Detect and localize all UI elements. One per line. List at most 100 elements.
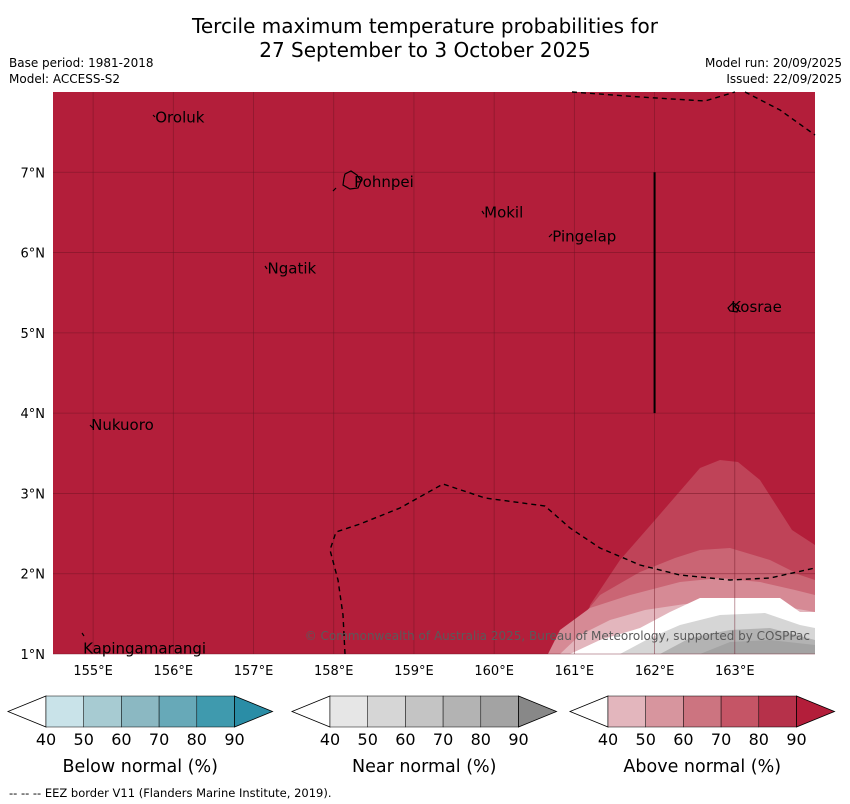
colorbar-low-extend [6, 695, 47, 728]
colorbar-segment [329, 695, 368, 728]
colorbar-title: Below normal (%) [63, 757, 218, 777]
colorbar-tick-label: 80 [749, 730, 769, 749]
lon-tick-label: 163°E [715, 664, 755, 679]
colorbar-tick-label: 90 [786, 730, 806, 749]
colorbar-tick-label: 90 [224, 730, 244, 749]
colorbar-segment [645, 695, 684, 728]
lon-tick-label: 157°E [234, 664, 274, 679]
pohnpei-island-icon [342, 170, 362, 190]
copyright-text: © Commonwealth of Australia 2025, Bureau… [305, 629, 810, 643]
colorbar-tick-label: 80 [187, 730, 207, 749]
lat-tick-label: 5°N [21, 327, 46, 342]
place-label-pingelap: Pingelap [552, 228, 616, 246]
place-label-ngatik: Ngatik [268, 260, 317, 278]
colorbar-low-extend [568, 695, 609, 728]
title-line-2: 27 September to 3 October 2025 [259, 38, 591, 62]
colorbar-tick-label: 60 [673, 730, 693, 749]
lat-tick-label: 4°N [21, 407, 46, 422]
place-label-nukuoro: Nukuoro [91, 416, 154, 434]
colorbar-segment [121, 695, 160, 728]
colorbar-tick-label: 90 [508, 730, 528, 749]
gridlines [53, 92, 815, 655]
probability-bands [548, 460, 815, 654]
lat-tick-label: 6°N [21, 247, 46, 262]
colorbar-segment [720, 695, 760, 728]
colorbar-title: Above normal (%) [623, 757, 781, 777]
colorbar-segment [758, 695, 797, 728]
issued-text: Issued: 22/09/2025 [726, 72, 842, 86]
colorbar-1: 40 50 60 70 80 90 Near normal (%) [290, 695, 558, 777]
lon-tick-label: 156°E [154, 664, 194, 679]
map-title: Tercile maximum temperature probabilitie… [0, 14, 850, 62]
lon-tick-label: 159°E [394, 664, 434, 679]
ant-atoll-icon [332, 187, 337, 192]
colorbar-tick-label: 50 [74, 730, 94, 749]
model-text: Model: ACCESS-S2 [9, 72, 121, 86]
lon-tick-label: 162°E [635, 664, 675, 679]
kosrae-island-icon [727, 302, 740, 313]
lat-tick-label: 2°N [21, 568, 46, 583]
mokil-island-icon [481, 210, 485, 215]
colorbar-tick-label: 40 [598, 730, 618, 749]
island-outlines [81, 114, 740, 637]
place-label-pohnpei: Pohnpei [354, 173, 414, 191]
title-line-1: Tercile maximum temperature probabilitie… [192, 14, 658, 38]
colorbar-tick-label: 80 [471, 730, 491, 749]
lat-tick-label: 3°N [21, 487, 46, 502]
colorbar-segment [607, 695, 646, 728]
nukuoro-island-icon [89, 424, 94, 429]
colorbar-segment [683, 695, 722, 728]
pingelap-island-icon [548, 233, 553, 238]
colorbar-segment [45, 695, 84, 728]
lon-tick-label: 158°E [314, 664, 354, 679]
colorbar-tick-label: 70 [711, 730, 731, 749]
band-near-70 [700, 640, 815, 654]
colorbar-segment [480, 695, 519, 728]
base-period-text: Base period: 1981-2018 [9, 56, 154, 70]
eez-border-north [571, 91, 816, 136]
eez-border-south [329, 483, 816, 655]
lat-tick-label: 1°N [21, 648, 46, 663]
colorbar-0: 40 50 60 70 80 90 Below normal (%) [6, 695, 274, 777]
colorbar-tick-label: 40 [320, 730, 340, 749]
colorbar-low-extend [290, 695, 331, 728]
oroluk-island-icon [152, 114, 156, 118]
colorbar-segment [442, 695, 482, 728]
left-meta: Base period: 1981-2018 Model: ACCESS-S2 [9, 55, 154, 87]
model-run-text: Model run: 20/09/2025 [704, 56, 842, 70]
colorbar-tick-label: 70 [433, 730, 453, 749]
colorbar-segment [196, 695, 235, 728]
colorbar-tick-label: 40 [36, 730, 56, 749]
kapingamarangi-island-icon [81, 632, 85, 637]
colorbar-segment [367, 695, 406, 728]
lat-tick-label: 7°N [21, 166, 46, 181]
colorbars: 40 50 60 70 80 90 Below normal (%) 40 50 60 70 80 90… [6, 695, 836, 777]
eez-footnote: -- -- -- EEZ border V11 (Flanders Marine… [9, 786, 332, 800]
lon-tick-label: 155°E [73, 664, 113, 679]
place-labels: Oroluk Pohnpei Mokil Pingelap Ngatik Kosrae Nu… [83, 109, 782, 658]
colorbar-tick-label: 50 [636, 730, 656, 749]
place-label-mokil: Mokil [484, 203, 523, 221]
colorbar-segment [83, 695, 122, 728]
colorbar-tick-label: 60 [111, 730, 131, 749]
axis-tick-labels: 155°E 156°E 157°E 158°E 159°E 160°E 161°E 162°E… [21, 166, 755, 679]
right-meta: Model run: 20/09/2025 Issued: 22/09/2025 [705, 55, 842, 87]
colorbar-2: 40 50 60 70 80 90 Above normal (%) [568, 695, 836, 777]
colorbar-high-extend [518, 695, 558, 728]
lon-tick-label: 160°E [474, 664, 514, 679]
colorbar-tick-label: 60 [395, 730, 415, 749]
colorbar-high-extend [796, 695, 836, 728]
colorbar-segment [405, 695, 444, 728]
place-label-kosrae: Kosrae [731, 298, 782, 316]
ngatik-island-icon [264, 265, 268, 270]
place-label-kapingamarangi: Kapingamarangi [83, 639, 206, 657]
eez-borders [329, 91, 816, 655]
colorbar-title: Near normal (%) [352, 757, 497, 777]
colorbar-high-extend [234, 695, 274, 728]
colorbar-tick-label: 50 [358, 730, 378, 749]
lon-tick-label: 161°E [555, 664, 595, 679]
colorbar-tick-label: 70 [149, 730, 169, 749]
place-label-oroluk: Oroluk [155, 109, 204, 127]
colorbar-segment [158, 695, 198, 728]
